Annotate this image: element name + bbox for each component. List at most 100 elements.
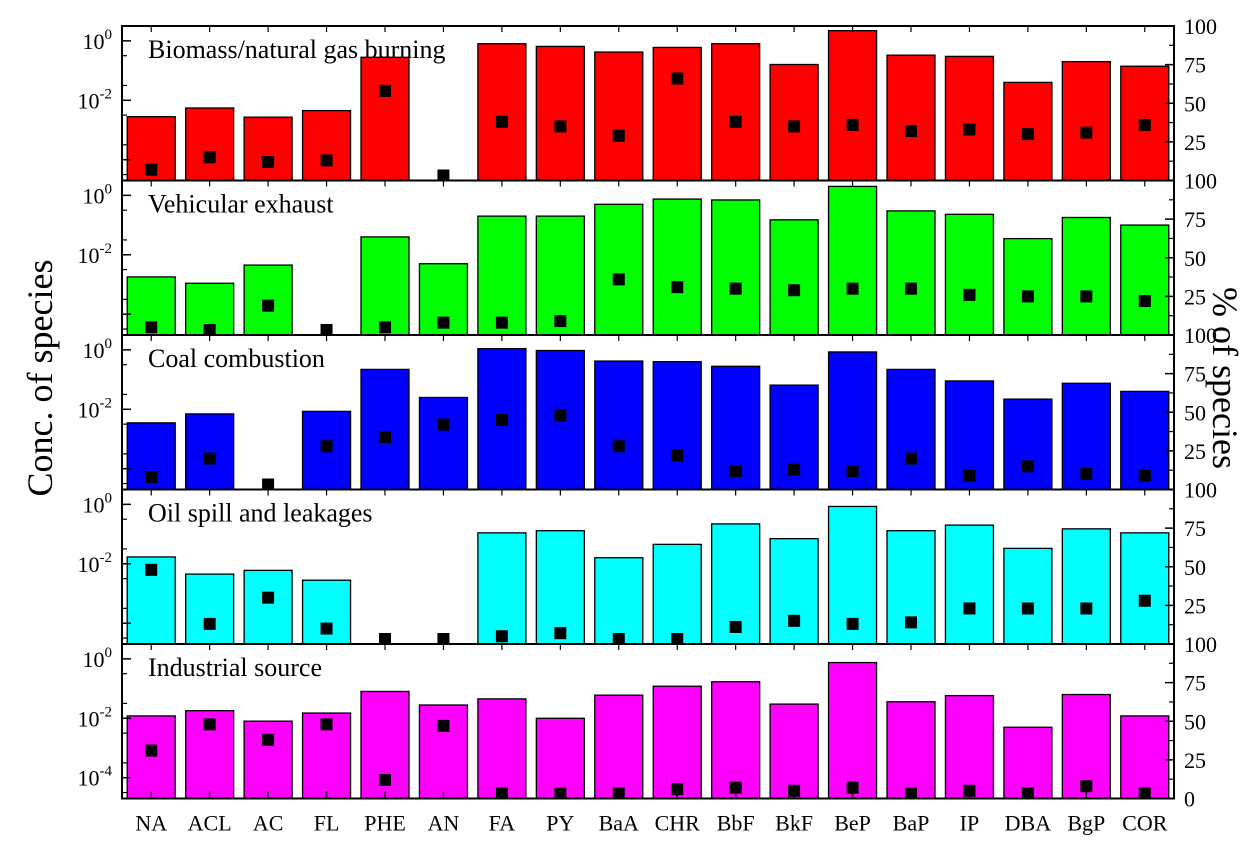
percent-marker	[495, 115, 508, 128]
y-right-tick-label: 75	[1184, 53, 1206, 78]
x-tick-label: AN	[428, 811, 460, 836]
y-right-tick-label: 100	[1184, 14, 1217, 39]
percent-marker	[1021, 290, 1034, 303]
y-axis-right-label: % of species	[1205, 287, 1245, 469]
y-right-tick-label: 75	[1184, 207, 1206, 232]
percent-marker	[1021, 602, 1034, 615]
percent-marker	[437, 633, 450, 645]
x-tick-label: FA	[489, 811, 516, 836]
panel: 10-2 100 25 50 75 100 Vehicular exhaust	[78, 169, 1217, 336]
bar	[243, 569, 293, 645]
y-left-tick-label: 10-2	[78, 241, 113, 268]
bar	[711, 43, 761, 182]
percent-marker	[788, 784, 801, 797]
y-right-tick-label: 25	[1184, 130, 1206, 155]
percent-marker	[905, 282, 917, 295]
percent-marker	[145, 563, 158, 576]
bar	[827, 661, 878, 800]
y-axis-left-label: Conc. of species	[20, 260, 60, 497]
panel: 10-4 10-2 100 0 25 50 75 100 Industrial source	[78, 632, 1218, 812]
bar	[301, 579, 352, 645]
bar	[944, 213, 995, 336]
bar	[652, 543, 702, 645]
bar	[769, 703, 819, 800]
x-tick-label: PHE	[364, 811, 406, 836]
x-tick-label: PY	[546, 811, 574, 836]
percent-marker	[495, 316, 508, 329]
x-tick-label: DBA	[1005, 811, 1052, 836]
x-tick-label: COR	[1122, 811, 1168, 836]
bar	[1003, 398, 1053, 491]
bar	[477, 698, 527, 800]
percent-marker	[846, 118, 859, 131]
percent-marker	[729, 621, 742, 634]
y-left-tick-label: 100	[83, 490, 113, 517]
bar	[535, 45, 585, 182]
y-right-tick-label: 25	[1184, 439, 1206, 464]
percent-marker	[729, 781, 742, 794]
percent-marker	[671, 449, 684, 462]
bar	[1120, 715, 1170, 800]
bar	[185, 413, 235, 491]
percent-marker	[788, 463, 801, 476]
y-right-tick-label: 100	[1184, 323, 1217, 348]
percent-marker	[379, 773, 391, 786]
percent-marker	[262, 299, 275, 312]
percent-marker	[905, 125, 917, 138]
percent-marker	[203, 718, 216, 731]
percent-marker	[671, 72, 684, 85]
y-right-tick-label: 50	[1184, 91, 1206, 116]
x-tick-label: BgP	[1067, 811, 1105, 836]
y-right-tick-label: 75	[1184, 516, 1206, 541]
bar	[827, 185, 878, 336]
y-right-tick-label: 50	[1184, 555, 1206, 580]
percent-marker	[846, 464, 859, 477]
bar	[477, 532, 527, 645]
percent-marker	[145, 321, 158, 334]
bar	[944, 524, 995, 645]
x-tick-label: BkF	[775, 811, 813, 836]
bar	[418, 704, 469, 800]
y-right-tick-label: 100	[1184, 169, 1217, 194]
bar	[418, 396, 469, 491]
bar	[360, 56, 410, 182]
y-left-tick-label: 100	[83, 645, 113, 672]
y-left-tick-label: 10-2	[78, 550, 113, 577]
percent-marker	[203, 151, 216, 164]
percent-marker	[905, 452, 917, 465]
percent-marker	[203, 452, 216, 465]
panel: 10-2 100 25 50 75 100 Coal combustion	[78, 323, 1217, 491]
x-tick-label: AC	[253, 811, 284, 836]
percent-marker	[320, 718, 333, 731]
percent-marker	[671, 783, 684, 796]
bar	[535, 717, 585, 800]
bar	[944, 694, 995, 800]
percent-marker	[1080, 126, 1093, 139]
bar	[185, 573, 235, 645]
bar	[1003, 726, 1053, 800]
x-tick-label: IP	[960, 811, 980, 836]
bar	[886, 54, 936, 182]
percent-marker	[729, 464, 742, 477]
bar	[1120, 532, 1170, 645]
bar	[594, 557, 644, 645]
y-left-tick-label: 10-2	[78, 86, 113, 113]
bar	[652, 198, 702, 336]
bar	[1061, 528, 1111, 645]
bar	[477, 43, 527, 182]
bar	[126, 715, 176, 800]
percent-marker	[145, 744, 158, 757]
percent-marker	[612, 633, 625, 645]
bar	[360, 236, 410, 336]
percent-marker	[554, 120, 567, 133]
percent-marker	[495, 413, 508, 426]
percent-marker	[612, 273, 625, 286]
percent-marker	[320, 324, 333, 336]
percent-marker	[846, 282, 859, 295]
percent-marker	[729, 282, 742, 295]
percent-marker	[612, 440, 625, 453]
y-right-tick-label: 75	[1184, 362, 1206, 387]
bar	[243, 116, 293, 182]
percent-marker	[262, 591, 275, 604]
panels-layer: 10-2 100 25 50 75 100 Biomass/natural gas burn…	[78, 14, 1218, 812]
